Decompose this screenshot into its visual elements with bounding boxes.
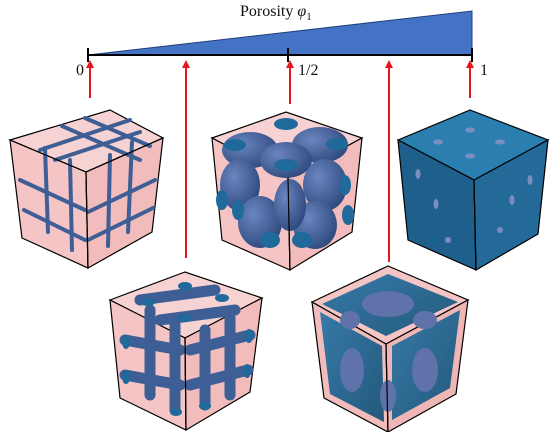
- cube-lattice: [8, 109, 165, 270]
- tick-label-1: 1: [480, 62, 488, 79]
- porosity-subscript: 1: [306, 11, 312, 24]
- porosity-title-text: Porosity: [240, 3, 294, 20]
- tick-label-0: 0: [76, 62, 84, 79]
- cube-blobs: [210, 111, 364, 272]
- cube-holes: [310, 265, 470, 432]
- tick-label-half: 1/2: [298, 62, 319, 79]
- cube-struts: [108, 271, 264, 432]
- cube-solid: [396, 109, 550, 272]
- porosity-title: Porosity φ1: [240, 3, 312, 23]
- porosity-wedge: [87, 10, 473, 56]
- porosity-symbol: φ: [297, 3, 307, 20]
